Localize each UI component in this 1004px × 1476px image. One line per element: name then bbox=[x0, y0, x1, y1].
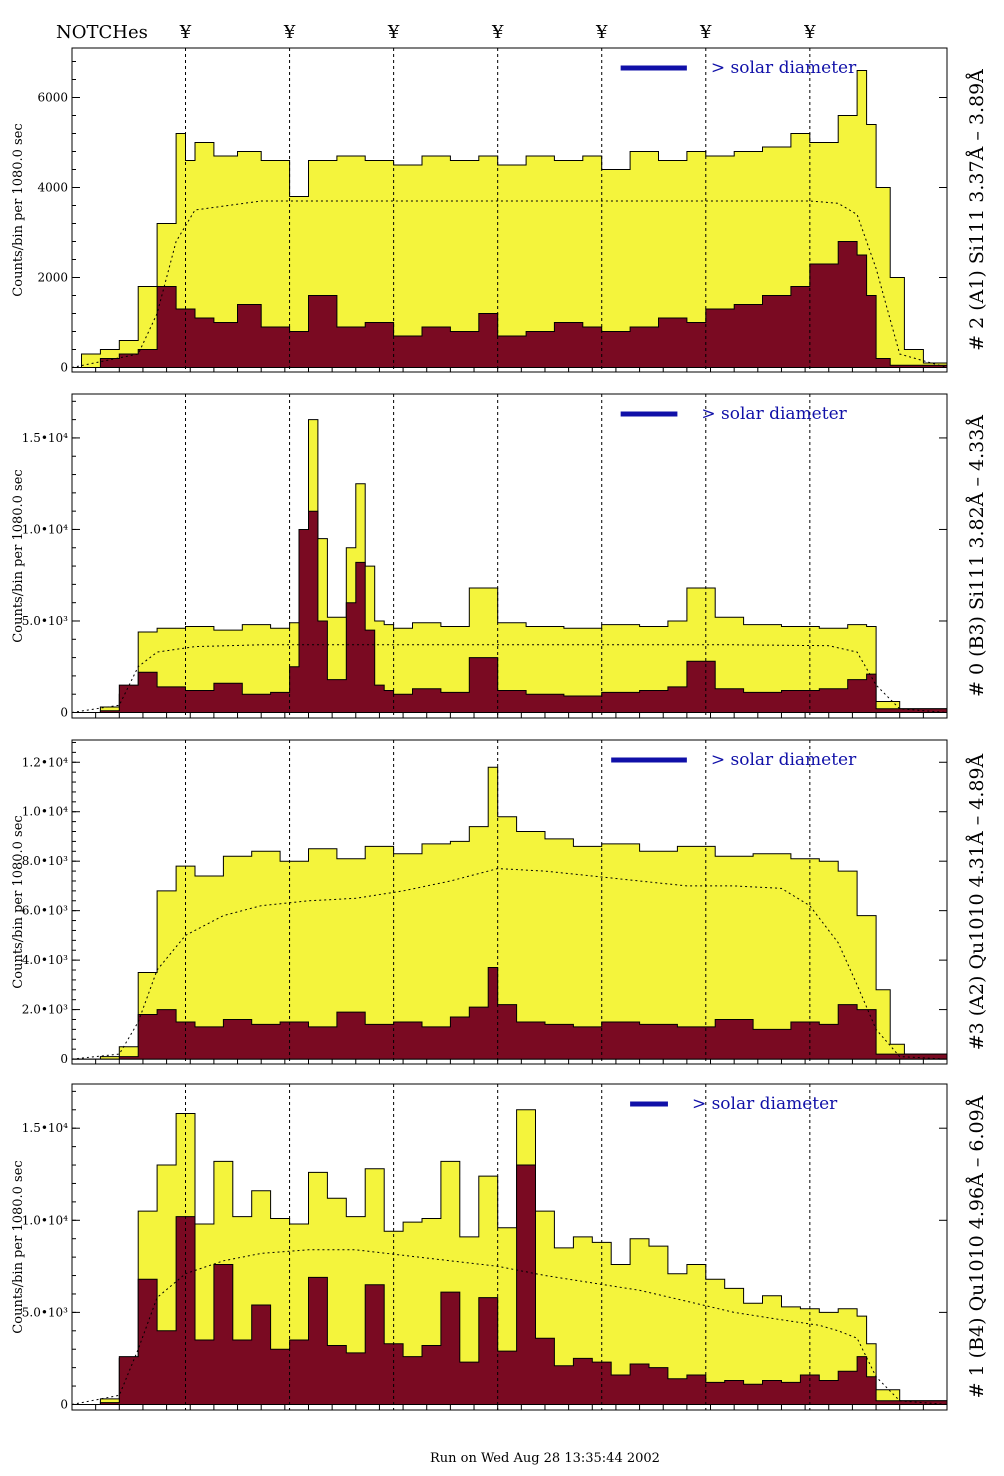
y-axis-label: Counts/bin per 1080.0 sec bbox=[11, 1160, 26, 1333]
notch-symbol-1: ¥ bbox=[179, 22, 192, 43]
y-axis-label: Counts/bin per 1080.0 sec bbox=[11, 123, 26, 296]
plot-frame-3 bbox=[71, 739, 948, 1065]
ytick-label: 0 bbox=[60, 361, 68, 375]
model-curve-4 bbox=[71, 1249, 948, 1405]
notch-symbols: ¥ ¥ ¥ ¥ ¥ ¥ ¥ bbox=[179, 22, 816, 43]
panel-title: # 2 (A1) Si111 3.37Å – 3.89Å bbox=[966, 69, 988, 351]
ytick-label: 6000 bbox=[37, 91, 68, 105]
y-axis-label: Counts/bin per 1080.0 sec bbox=[11, 469, 26, 642]
panel-1: 0 2000 4000 6000 Counts/bin per 1080.0 sec # … bbox=[11, 47, 988, 375]
model-curve-3 bbox=[71, 868, 948, 1060]
ytick-label: 4.0•10³ bbox=[22, 953, 68, 967]
lower-histogram-3 bbox=[72, 967, 948, 1060]
plot-frame-1 bbox=[71, 47, 948, 373]
ytick-label: 1.2•10⁴ bbox=[22, 755, 68, 769]
ytick-label: 1.5•10⁴ bbox=[22, 1121, 68, 1135]
ytick-label: 5.0•10³ bbox=[22, 1305, 68, 1319]
panel-title: # 0 (B3) Si111 3.82Å – 4.33Å bbox=[966, 415, 988, 697]
solar-diameter-label: > solar diameter bbox=[701, 404, 847, 424]
ytick-label: 2000 bbox=[37, 271, 68, 285]
notch-symbol-4: ¥ bbox=[491, 22, 504, 43]
chart-panels: 0 2000 4000 6000 Counts/bin per 1080.0 sec # … bbox=[11, 47, 988, 1411]
run-timestamp: Run on Wed Aug 28 13:35:44 2002 bbox=[430, 1451, 660, 1466]
ytick-label: 8.0•10³ bbox=[22, 854, 68, 868]
plot-frame-4 bbox=[71, 1083, 948, 1411]
ytick-label: 1.0•10⁴ bbox=[22, 522, 68, 536]
lower-histogram-1 bbox=[72, 241, 948, 368]
panel-3: 0 2.0•10³ 4.0•10³ 6.0•10³ 8.0•10³ 1.0•10⁴ 1.2•… bbox=[11, 739, 988, 1066]
y-axis-label: Counts/bin per 1080.0 sec bbox=[11, 815, 26, 988]
solar-diameter-label: > solar diameter bbox=[711, 750, 857, 770]
lower-histogram-4 bbox=[72, 1164, 948, 1405]
notch-symbol-7: ¥ bbox=[803, 22, 816, 43]
ytick-label: 4000 bbox=[37, 181, 68, 195]
ytick-label: 2.0•10³ bbox=[22, 1003, 68, 1017]
solar-diameter-label: > solar diameter bbox=[711, 58, 857, 78]
model-curve-2 bbox=[71, 644, 948, 713]
ytick-label: 0 bbox=[60, 1052, 68, 1066]
panel-title: # 1 (B4) Qu1010 4.96Å – 6.09Å bbox=[966, 1095, 988, 1398]
plot-frame-2 bbox=[71, 393, 948, 719]
notch-symbol-5: ¥ bbox=[595, 22, 608, 43]
upper-histogram-3 bbox=[72, 766, 948, 1060]
panel-2: 0 5.0•10³ 1.0•10⁴ 1.5•10⁴ Counts/bin per 108… bbox=[11, 393, 988, 720]
ytick-label: 5.0•10³ bbox=[22, 614, 68, 628]
notch-symbol-3: ¥ bbox=[387, 22, 400, 43]
notch-symbol-6: ¥ bbox=[699, 22, 712, 43]
panel-4: 0 5.0•10³ 1.0•10⁴ 1.5•10⁴ Counts/bin per 108… bbox=[11, 1083, 988, 1411]
panel-title: #3 (A2) Qu1010 4.31Å – 4.89Å bbox=[966, 753, 988, 1050]
notches-label: NOTCHes bbox=[56, 22, 148, 43]
ytick-label: 6.0•10³ bbox=[22, 904, 68, 918]
solar-diameter-label: > solar diameter bbox=[692, 1094, 838, 1114]
upper-histogram-2 bbox=[72, 419, 948, 713]
ytick-label: 0 bbox=[60, 1397, 68, 1411]
lower-histogram-2 bbox=[72, 510, 948, 713]
ytick-label: 1.0•10⁴ bbox=[22, 1213, 68, 1227]
ytick-label: 0 bbox=[60, 706, 68, 720]
model-curve-1 bbox=[71, 200, 948, 368]
ytick-label: 1.5•10⁴ bbox=[22, 431, 68, 445]
ytick-label: 1.0•10⁴ bbox=[22, 805, 68, 819]
notch-symbol-2: ¥ bbox=[283, 22, 296, 43]
